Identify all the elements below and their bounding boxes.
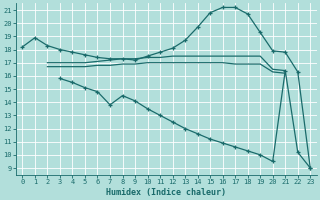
X-axis label: Humidex (Indice chaleur): Humidex (Indice chaleur)	[106, 188, 226, 197]
